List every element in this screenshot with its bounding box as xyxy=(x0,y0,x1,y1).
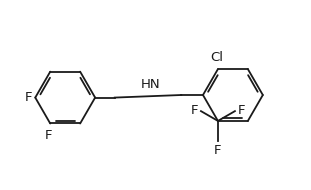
Text: HN: HN xyxy=(141,78,160,91)
Text: F: F xyxy=(214,144,222,157)
Text: Cl: Cl xyxy=(211,51,223,64)
Text: F: F xyxy=(238,104,245,117)
Text: F: F xyxy=(25,91,32,104)
Text: F: F xyxy=(44,129,52,142)
Text: F: F xyxy=(190,104,198,117)
